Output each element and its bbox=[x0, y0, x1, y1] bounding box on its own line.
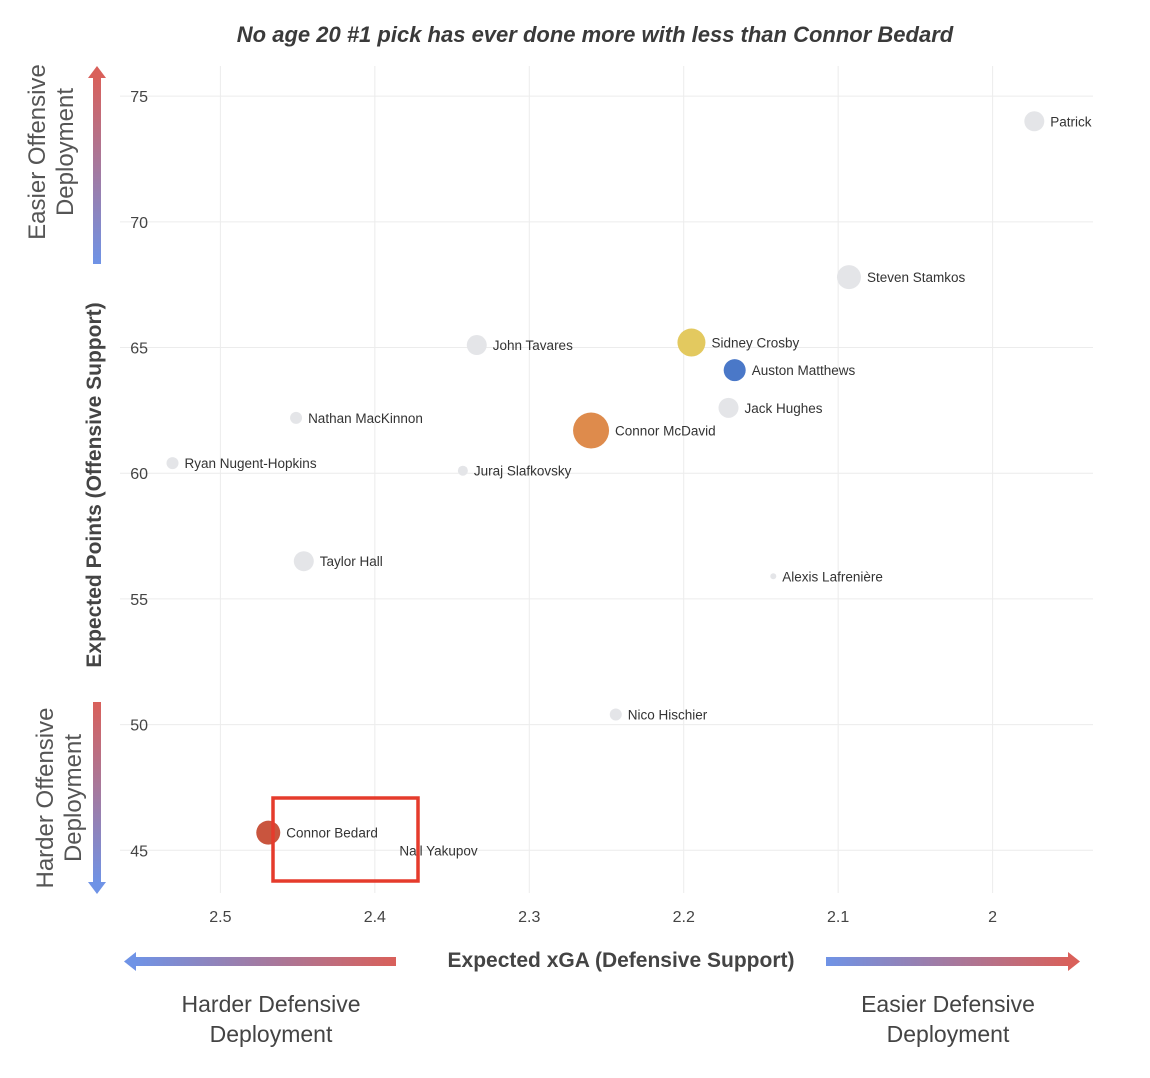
point-label-connor-mcdavid: Connor McDavid bbox=[615, 423, 716, 438]
point-label-jack-hughes: Jack Hughes bbox=[745, 401, 823, 416]
x-right-arrow bbox=[826, 952, 1080, 971]
x-tick-label: 2.4 bbox=[364, 909, 386, 926]
point-label-sidney-crosby: Sidney Crosby bbox=[711, 336, 799, 351]
point-label-nail-yakupov: Nail Yakupov bbox=[399, 843, 478, 858]
point-juraj-slafkovsky bbox=[457, 465, 468, 476]
point-label-ryan-nugent-hopkins: Ryan Nugent-Hopkins bbox=[185, 456, 317, 471]
y-tick-label: 75 bbox=[130, 89, 148, 106]
grid-lines bbox=[120, 66, 1093, 893]
point-label-nathan-mackinnon: Nathan MacKinnon bbox=[308, 411, 423, 426]
x-tick-label: 2.3 bbox=[518, 909, 540, 926]
point-john-tavares bbox=[466, 335, 487, 356]
point-label-auston-matthews: Auston Matthews bbox=[752, 363, 856, 378]
y-top-arrow bbox=[88, 66, 106, 264]
x-axis-label: Expected xGA (Defensive Support) bbox=[447, 949, 795, 972]
x-left-line-2: Deployment bbox=[209, 1021, 333, 1047]
data-points: Patrick Steven Stamkos John Tavares Sidney … bbox=[166, 111, 1092, 858]
point-label-john-tavares: John Tavares bbox=[493, 338, 573, 353]
x-right-annotation: Easier Defensive Deployment bbox=[861, 989, 1035, 1049]
point-patrick bbox=[1024, 111, 1045, 132]
point-alexis-lafreniere bbox=[770, 573, 777, 580]
point-label-alexis-lafreniere: Alexis Lafrenière bbox=[782, 569, 883, 584]
x-left-arrow bbox=[124, 952, 396, 971]
point-label-connor-bedard: Connor Bedard bbox=[286, 826, 378, 841]
y-tick-label: 65 bbox=[130, 341, 148, 358]
bedard-highlight-box bbox=[271, 796, 420, 883]
y-tick-label: 70 bbox=[130, 215, 148, 232]
point-taylor-hall bbox=[293, 551, 314, 572]
y-tick-label: 55 bbox=[130, 592, 148, 609]
point-sidney-crosby bbox=[677, 328, 706, 357]
y-bottom-arrow bbox=[88, 702, 106, 894]
y-tick-label: 45 bbox=[130, 843, 148, 860]
point-auston-matthews bbox=[723, 359, 746, 382]
x-left-annotation: Harder Defensive Deployment bbox=[182, 989, 361, 1049]
x-tick-label: 2.5 bbox=[209, 909, 231, 926]
y-tick-label: 50 bbox=[130, 718, 148, 735]
point-label-steven-stamkos: Steven Stamkos bbox=[867, 270, 966, 285]
x-right-line-1: Easier Defensive bbox=[861, 991, 1035, 1017]
point-steven-stamkos bbox=[836, 265, 861, 290]
point-connor-mcdavid bbox=[573, 412, 610, 449]
point-label-nico-hischier: Nico Hischier bbox=[628, 708, 708, 723]
point-connor-bedard bbox=[256, 820, 281, 845]
y-tick-label: 60 bbox=[130, 466, 148, 483]
axis-ticks: 45 50 55 60 65 70 75 2.5 2.4 2.3 2.2 2.1 2 bbox=[130, 89, 997, 926]
chart-title: No age 20 #1 pick has ever done more wit… bbox=[236, 22, 954, 47]
point-label-taylor-hall: Taylor Hall bbox=[320, 554, 383, 569]
point-jack-hughes bbox=[718, 397, 739, 418]
x-right-line-2: Deployment bbox=[886, 1021, 1010, 1047]
x-left-line-1: Harder Defensive bbox=[181, 991, 361, 1017]
point-label-juraj-slafkovsky: Juraj Slafkovsky bbox=[474, 464, 572, 479]
point-nico-hischier bbox=[609, 708, 622, 721]
point-nathan-mackinnon bbox=[290, 411, 303, 424]
x-tick-label: 2.1 bbox=[827, 909, 849, 926]
point-ryan-nugent-hopkins bbox=[166, 457, 179, 470]
x-tick-label: 2 bbox=[988, 909, 997, 926]
x-tick-label: 2.2 bbox=[673, 909, 695, 926]
point-label-patrick: Patrick bbox=[1050, 114, 1092, 129]
